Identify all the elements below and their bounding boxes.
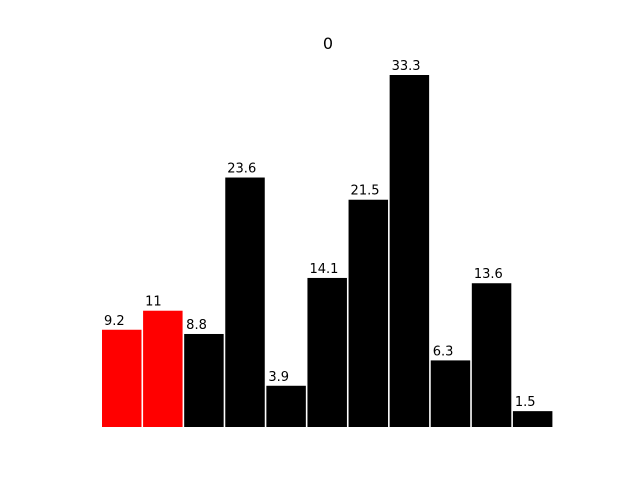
bar-9 — [430, 360, 471, 427]
bar-value-label-1: 9.2 — [104, 314, 125, 329]
bar-11 — [512, 411, 553, 427]
bar-value-label-2: 11 — [145, 295, 162, 310]
bar-7 — [348, 199, 389, 427]
bar-value-label-7: 21.5 — [351, 184, 380, 199]
bar-value-label-10: 13.6 — [474, 267, 503, 282]
bar-value-label-6: 14.1 — [309, 262, 338, 277]
bar-value-label-5: 3.9 — [268, 370, 289, 385]
chart-title: 0 — [323, 34, 333, 53]
bar-value-labels: 9.2 11 8.8 23.6 3.9 14.1 21.5 33.3 6.3 13.6 1.5 — [104, 59, 536, 410]
bar-3 — [184, 333, 224, 427]
bar-value-label-3: 8.8 — [186, 318, 207, 333]
bar-value-label-11: 1.5 — [515, 395, 536, 410]
bar-value-label-8: 33.3 — [392, 59, 421, 74]
bar-value-label-4: 23.6 — [227, 162, 256, 177]
bar-1 — [102, 329, 142, 427]
bars-group — [102, 75, 553, 427]
bar-8 — [389, 75, 430, 427]
bar-6 — [307, 277, 347, 427]
bar-2 — [143, 310, 183, 427]
bar-4 — [225, 177, 265, 427]
bar-10 — [471, 283, 512, 427]
bar-value-label-9: 6.3 — [433, 344, 454, 359]
bar-5 — [266, 385, 306, 427]
